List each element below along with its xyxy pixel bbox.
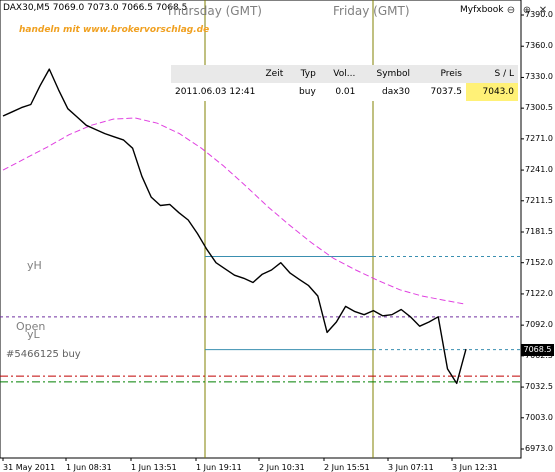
col-header-stop-loss: S / L (465, 65, 518, 83)
zoom-in-icon[interactable]: ⊕ (522, 4, 532, 16)
x-tick-label: 3 Jun 07:11 (388, 463, 434, 472)
x-tick-label: 1 Jun 08:31 (66, 463, 112, 472)
y-tick-label: 7092.0 (525, 320, 553, 330)
y-tick-label: 6973.0 (525, 444, 553, 453)
ad-banner-link[interactable]: handeln mit www.brokervorschlag.de (19, 25, 210, 35)
y-tick-label: 7152.0 (525, 257, 553, 267)
y-tick-label: 7360.0 (525, 41, 553, 51)
col-header-time: Zeit (171, 65, 288, 83)
current-price-marker: 7068.5 (521, 343, 554, 356)
y-tick-label: 7032.5 (525, 382, 553, 392)
y-tick-label: 7211.5 (525, 195, 553, 205)
session-label-friday: Friday (GMT) (333, 4, 410, 18)
trade-table: Zeit Typ Vol... Symbol Preis S / L 2011.… (171, 65, 518, 101)
myfxbook-branding: Myfxbook (460, 5, 504, 15)
zoom-out-icon[interactable]: ⊖ (506, 4, 516, 16)
level-label-yh: yH (27, 259, 42, 272)
x-tick-label: 2 Jun 10:31 (259, 463, 305, 472)
col-header-volume: Vol... (319, 65, 360, 83)
y-tick-label: 7241.0 (525, 165, 553, 175)
cell-stop-loss: 7043.0 (465, 83, 518, 101)
cell-time: 2011.06.03 12:41 (175, 87, 256, 97)
close-icon[interactable]: ✕ (538, 4, 548, 16)
x-tick-label: 2 Jun 15:51 (324, 463, 370, 472)
y-tick-label: 7122.0 (525, 288, 553, 298)
level-label-yl: yL (27, 328, 40, 341)
session-label-thursday: Thursday (GMT) (166, 4, 262, 18)
x-tick-label: 31 May 2011 (3, 463, 56, 472)
x-tick-label: 3 Jun 12:31 (452, 463, 498, 472)
level-label-open: Open (16, 320, 46, 333)
order-label: #5466125 buy (6, 349, 81, 360)
window-controls: ⊖ ⊕ ✕ (504, 3, 550, 17)
trade-table-header: Zeit Typ Vol... Symbol Preis S / L (171, 65, 518, 83)
cell-price: 7037.5 (430, 87, 462, 97)
y-tick-label: 7181.5 (525, 227, 553, 236)
y-tick-label: 7300.5 (525, 103, 553, 113)
cell-volume: 0.01 (335, 87, 356, 97)
cell-symbol: dax30 (382, 87, 411, 97)
y-tick-label: 7330.0 (525, 72, 553, 82)
x-tick-label: 1 Jun 13:51 (131, 463, 177, 472)
y-tick-label: 7003.0 (525, 412, 553, 422)
symbol-ohlc-header: DAX30,M5 7069.0 7073.0 7066.5 7068.5 (3, 3, 188, 13)
moving-average-line (2, 117, 467, 305)
plot-frame (0, 0, 522, 459)
cell-type: buy (299, 87, 316, 97)
col-header-price: Preis (414, 65, 466, 83)
x-tick-label: 1 Jun 19:11 (196, 463, 242, 472)
col-header-type: Typ (287, 65, 320, 83)
price-series-line (2, 68, 467, 385)
col-header-symbol: Symbol (359, 65, 415, 83)
y-tick-label: 7390.0 (525, 10, 553, 19)
y-tick-label: 7271.0 (525, 133, 553, 143)
table-row[interactable]: 2011.06.03 12:41 buy 0.01 dax30 7037.5 7… (171, 83, 518, 101)
